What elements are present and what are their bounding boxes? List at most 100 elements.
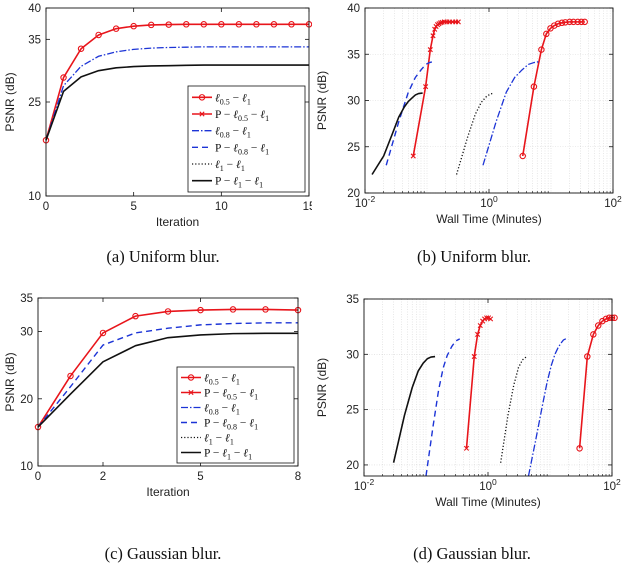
legend-label-part: 1 <box>236 408 240 417</box>
legend-label-part: 0.5 <box>227 393 237 402</box>
legend-label: P − ℓ0.5 − ℓ1 <box>215 109 269 123</box>
legend-label-part: − <box>230 126 242 138</box>
data-point <box>60 74 67 81</box>
x-tick-label: 5 <box>130 201 136 213</box>
legend-label-part: P − <box>204 448 222 460</box>
data-point <box>229 306 237 313</box>
legend-label-part: 1 <box>247 97 251 106</box>
legend-label-part: − <box>224 159 236 171</box>
caption-b: (b) Uniform blur. <box>416 247 532 266</box>
legend-label-part: ℓ <box>243 448 248 460</box>
series-line <box>412 21 459 157</box>
legend-label: P − ℓ0.8 − ℓ1 <box>204 418 258 432</box>
data-point <box>530 83 538 90</box>
data-point <box>183 21 190 28</box>
legend-label-part: ℓ <box>204 403 209 415</box>
legend-label-part: 0.5 <box>209 378 219 387</box>
data-point <box>562 19 569 26</box>
data-point <box>95 31 102 39</box>
series-line <box>527 338 567 477</box>
data-point <box>67 372 74 380</box>
legend-label-part: − <box>248 142 260 154</box>
data-point <box>602 315 610 323</box>
legend-label-part: 1 <box>227 453 231 462</box>
legend-label-part: 0.8 <box>209 408 219 417</box>
legend-label: P − ℓ0.8 − ℓ1 <box>215 142 269 156</box>
legend-label-part: ℓ <box>242 92 247 104</box>
data-point <box>455 19 461 25</box>
panel-a-chart: 05101510253540IterationPSNR (dB)ℓ0.5 − ℓ… <box>3 3 312 229</box>
data-point <box>584 353 591 360</box>
x-tick-label: 100 <box>480 194 498 210</box>
y-tick-label: 35 <box>28 34 41 46</box>
data-point <box>570 18 577 26</box>
legend-label-part: ℓ <box>222 448 227 460</box>
legend-label: ℓ0.8 − ℓ1 <box>215 126 251 140</box>
legend-label-part: ℓ <box>249 388 254 400</box>
x-axis-label: Wall Time (Minutes) <box>435 495 541 509</box>
legend-label-part: ℓ <box>222 388 227 400</box>
legend-label-part: − <box>219 373 231 385</box>
data-point <box>147 21 155 29</box>
y-tick-label: 20 <box>347 188 360 200</box>
data-point <box>463 445 470 451</box>
data-point <box>578 18 585 26</box>
legend-label: P − ℓ0.5 − ℓ1 <box>204 388 258 402</box>
x-tick-label-exponent: -2 <box>367 477 375 487</box>
legend-label-part: ℓ <box>260 142 265 154</box>
data-point <box>437 20 444 26</box>
caption-d: (d) Gaussian blur. <box>413 544 531 563</box>
legend-label-part: 1 <box>241 164 245 173</box>
legend-label-part: 0.8 <box>220 131 230 140</box>
legend-label-part: ℓ <box>233 142 238 154</box>
legend-label-part: ℓ <box>233 176 238 188</box>
legend-label-part: P − <box>215 109 233 121</box>
legend-label-part: ℓ <box>215 126 220 138</box>
legend-label-part: 1 <box>230 438 234 447</box>
x-tick-label: 5 <box>197 471 203 483</box>
data-point <box>253 21 260 28</box>
series-group <box>392 314 618 477</box>
y-tick-label: 35 <box>346 294 359 306</box>
y-axis-label: PSNR (dB) <box>3 72 17 131</box>
x-tick-label-base: 10 <box>604 198 617 210</box>
legend-label: ℓ0.5 − ℓ1 <box>204 373 240 387</box>
x-axis-label: Wall Time (Minutes) <box>436 212 542 226</box>
series-line <box>425 338 461 477</box>
data-point <box>471 353 477 360</box>
legend-label-part: 0.8 <box>227 423 237 432</box>
legend-label-part: 0.8 <box>238 147 248 156</box>
data-point <box>475 331 481 337</box>
x-tick-label: 0 <box>43 201 49 213</box>
data-point <box>484 315 490 321</box>
x-tick-label-base: 10 <box>480 198 493 210</box>
legend-label-part: ℓ <box>225 433 230 445</box>
legend-label-part: ℓ <box>260 109 265 121</box>
legend-label-part: 1 <box>209 438 213 447</box>
legend-label: ℓ0.5 − ℓ1 <box>215 92 251 106</box>
y-tick-label: 30 <box>20 327 33 339</box>
legend-label-part: 0.5 <box>238 114 248 123</box>
x-tick-label: 100 <box>479 477 497 493</box>
data-point <box>519 152 526 160</box>
x-tick-label-base: 10 <box>479 481 492 493</box>
legend-label-part: ℓ <box>249 418 254 430</box>
x-tick-label-exponent: 2 <box>617 194 622 204</box>
legend-label-part: − <box>248 109 260 121</box>
x-axis-label: Iteration <box>156 215 199 229</box>
legend-label-part: 1 <box>220 164 224 173</box>
y-tick-label: 10 <box>28 191 41 203</box>
legend-label: ℓ1 − ℓ1 <box>215 159 245 173</box>
series-line <box>45 64 309 141</box>
data-point <box>270 21 278 28</box>
legend-label: P − ℓ1 − ℓ1 <box>204 448 252 462</box>
series-line <box>37 322 298 428</box>
legend-label-part: − <box>219 403 231 415</box>
data-point <box>576 445 583 452</box>
x-tick-label-base: 10 <box>603 481 616 493</box>
legend-marker <box>188 389 194 396</box>
